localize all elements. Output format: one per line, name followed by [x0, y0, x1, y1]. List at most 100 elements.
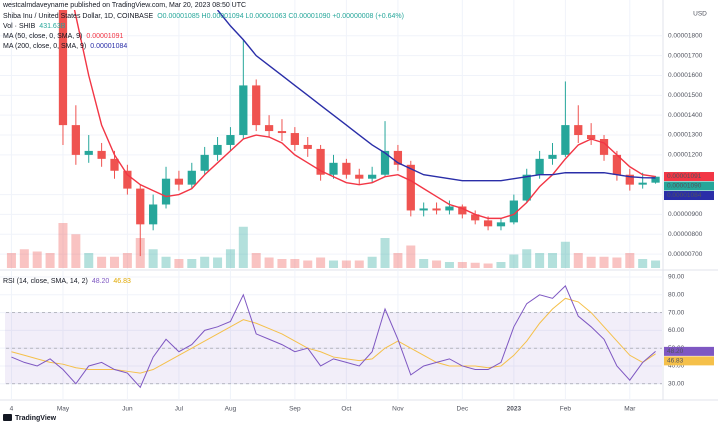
footer: TradingView — [15, 415, 57, 422]
volume-bar — [406, 245, 416, 268]
candle-body — [574, 125, 583, 136]
price-pane — [58, 10, 660, 257]
candle-body — [522, 174, 531, 201]
price-tag-label: 46.83 — [667, 358, 684, 365]
y-tick-label: 0.00000900 — [668, 211, 703, 218]
x-tick-label: Sep — [289, 406, 301, 413]
x-tick-label: Aug — [225, 406, 237, 413]
candle-body — [161, 178, 171, 205]
x-tick-label: May — [57, 406, 70, 413]
volume-bar — [522, 249, 532, 268]
candle-body — [290, 133, 299, 145]
volume — [6, 223, 661, 268]
volume-bar — [599, 256, 609, 268]
y-tick-label: 80.00 — [668, 291, 685, 298]
volume-bar — [303, 260, 313, 268]
candle-body — [252, 85, 261, 126]
price-tag — [664, 172, 714, 182]
attribution: westcalmdaveyname published on TradingVi… — [2, 2, 246, 9]
axes: 0.00001800 0.00001700 0.00001600 0.00001500… — [10, 33, 714, 413]
y-tick-label: 70.00 — [668, 309, 685, 316]
volume-bar — [625, 253, 635, 268]
price-tag-label: 0.00001091 — [667, 173, 702, 180]
legend-title: Shiba Inu / United States Dollar, 1D, CO… — [3, 13, 404, 20]
volume-bar — [509, 254, 519, 268]
series-name: MA (200, close, 0, SMA, 9) — [3, 43, 86, 50]
volume-bar — [174, 259, 184, 268]
candle-body — [458, 206, 467, 215]
volume-bar — [264, 257, 274, 268]
candle-body — [226, 135, 235, 145]
volume-bar — [612, 257, 622, 268]
candle-body — [509, 200, 518, 223]
price-tag-label: 0.00001084 — [667, 192, 702, 199]
volume-bar — [457, 262, 467, 268]
candle-body — [342, 162, 351, 175]
y-tick-label: 0.00000700 — [668, 251, 703, 258]
candle-body — [355, 174, 364, 179]
volume-bar — [19, 249, 29, 268]
volume-bar — [573, 253, 583, 268]
y-tick-label: 30.00 — [668, 380, 685, 387]
volume-bar — [470, 262, 480, 268]
candle-body — [432, 208, 441, 211]
series-value: 0.00001084 — [90, 43, 127, 50]
volume-bar — [84, 253, 94, 268]
y-tick-label: 60.00 — [668, 327, 685, 334]
volume-bar — [393, 253, 403, 268]
volume-bar — [148, 249, 158, 268]
price-unit: USD — [693, 11, 707, 18]
volume-bar — [341, 260, 351, 268]
volume-bar — [290, 259, 300, 268]
volume-bar — [58, 223, 68, 268]
ma-line — [73, 10, 656, 220]
volume-bar — [354, 260, 364, 268]
candle-body — [84, 150, 93, 155]
volume-bar — [367, 256, 377, 268]
price-tag — [664, 181, 714, 191]
volume-bar — [109, 256, 120, 268]
volume-bar — [122, 253, 132, 268]
candle-body — [406, 164, 415, 211]
candle-body — [561, 125, 570, 155]
volume-bar — [586, 256, 596, 268]
volume-bar — [97, 256, 107, 268]
series-name: MA (50, close, 0, SMA, 9) — [3, 33, 82, 40]
y-tick-label: 0.00001700 — [668, 52, 703, 59]
legend-rsi: RSI (14, close, SMA, 14, 2) 48.20 46.83 — [3, 278, 131, 285]
volume-bar — [277, 259, 287, 268]
volume-bar — [651, 260, 661, 268]
x-tick-label: 2023 — [507, 406, 522, 413]
x-tick-label: Jul — [175, 406, 184, 413]
y-tick-label: 40.00 — [668, 363, 685, 370]
price-tag-label: 0.00001090 — [667, 183, 702, 190]
volume-bar — [45, 253, 55, 268]
volume-bar — [32, 251, 42, 268]
x-tick-label: Nov — [392, 406, 404, 413]
candle-body — [651, 176, 660, 183]
candle-body — [445, 206, 454, 211]
candle-body — [625, 174, 634, 185]
volume-bar — [444, 262, 454, 268]
candle-body — [136, 188, 145, 225]
candle-body — [110, 158, 119, 171]
price-tag — [664, 346, 714, 356]
x-tick-label: 4 — [10, 406, 14, 413]
candle-body — [599, 139, 609, 155]
y-tick-label: 0.00001600 — [668, 72, 703, 79]
volume-bar — [316, 257, 326, 268]
candle-body — [380, 150, 390, 175]
volume-label: Vol · SHIB — [3, 23, 36, 30]
ohlc: O0.00001085 H0.00001094 L0.00001063 C0.0… — [157, 13, 404, 20]
volume-bar — [496, 262, 506, 268]
volume-bar — [213, 257, 223, 268]
candle-body — [123, 170, 132, 189]
volume-bar — [225, 249, 235, 268]
candle-body — [638, 182, 647, 185]
rsi-ma-line — [11, 297, 656, 374]
candle-body — [329, 162, 338, 175]
volume-bar — [200, 256, 210, 268]
candle-body — [587, 135, 596, 139]
candle-body — [548, 154, 557, 159]
